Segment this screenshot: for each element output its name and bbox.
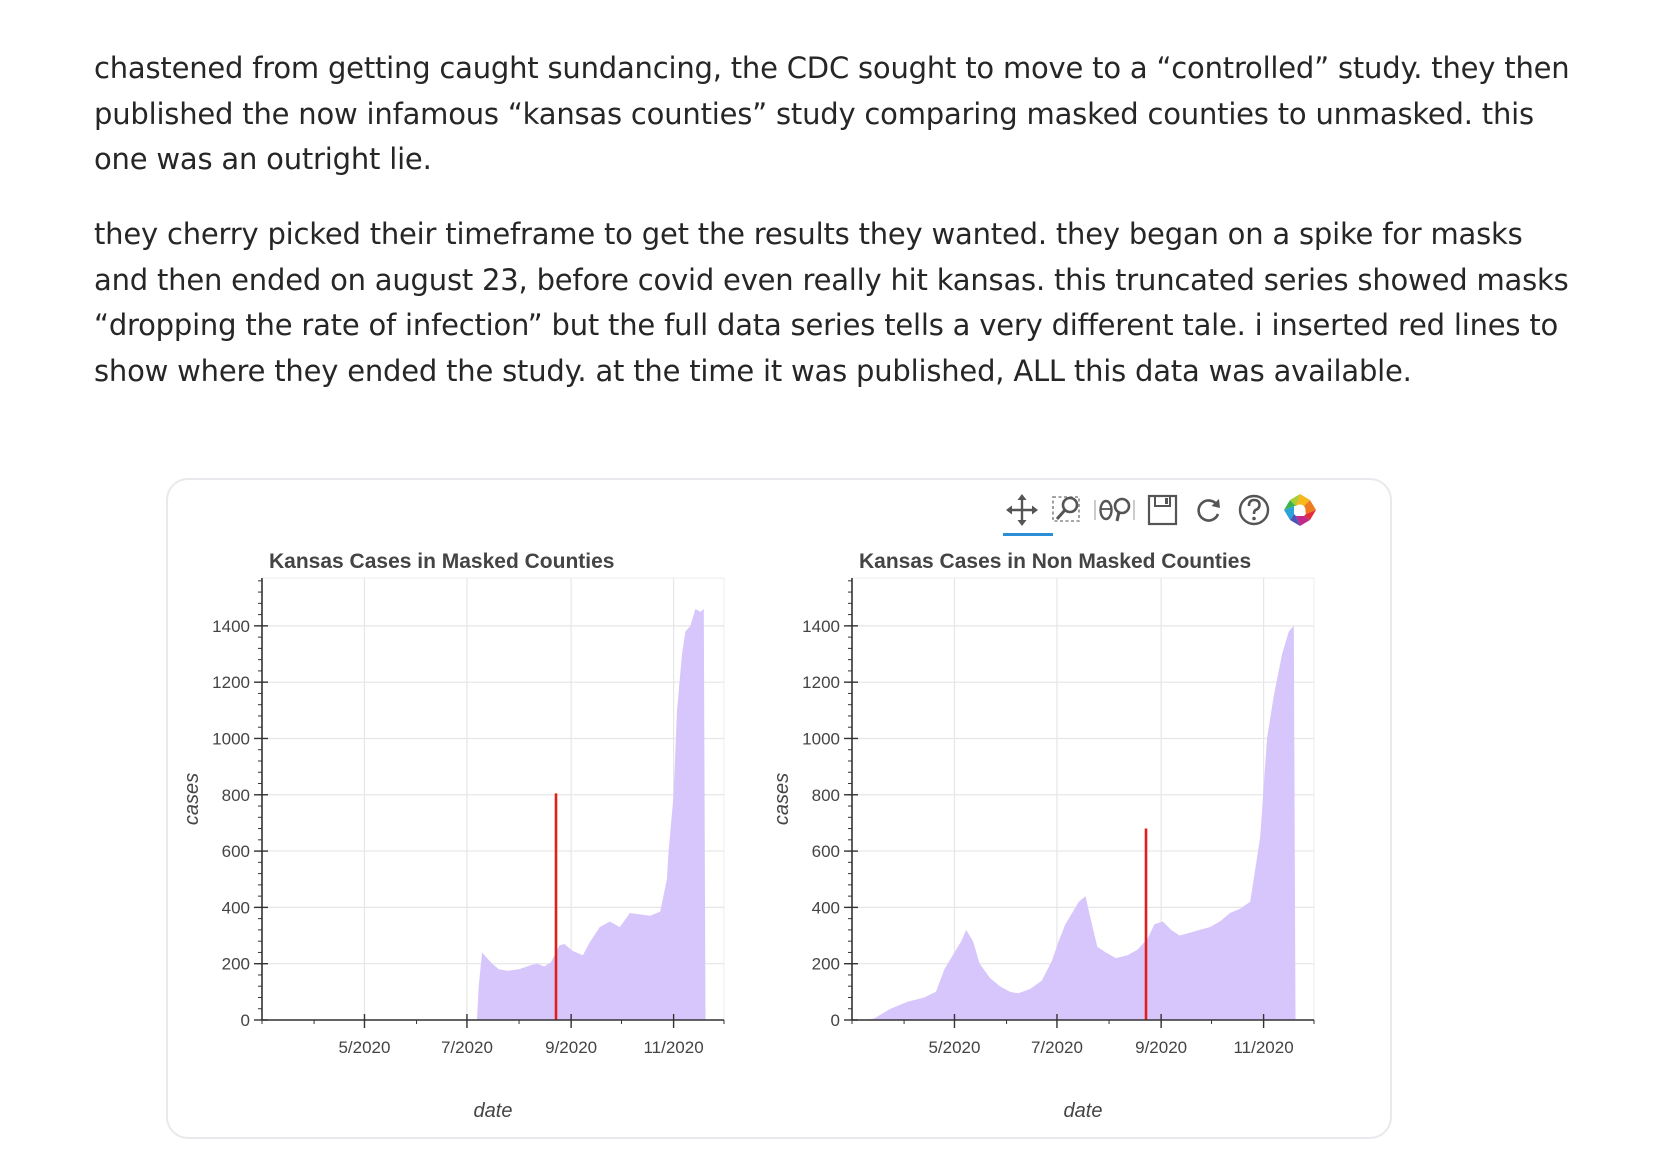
y-tick-label: 400 xyxy=(812,898,840,917)
y-tick-label: 1000 xyxy=(212,729,250,748)
save-icon[interactable] xyxy=(1140,488,1184,532)
body-paragraph: they cherry picked their timeframe to ge… xyxy=(94,217,1569,388)
x-tick-label: 11/2020 xyxy=(643,1038,703,1057)
reset-icon[interactable] xyxy=(1186,488,1230,532)
y-tick-label: 0 xyxy=(241,1011,250,1030)
x-tick-label: 9/2020 xyxy=(545,1038,597,1057)
x-tick-label: 11/2020 xyxy=(1233,1038,1293,1057)
chart-svg: 0 200 400 600 800 1000 1200 1400 5/2020 7/2020 9/2… xyxy=(771,550,1315,1122)
y-tick-label: 600 xyxy=(222,842,250,861)
y-tick-label: 1400 xyxy=(212,617,250,636)
y-tick-label: 800 xyxy=(812,786,840,805)
y-axis-label: cases xyxy=(771,773,793,825)
x-axis-label: date xyxy=(474,1100,513,1122)
x-tick-label: 7/2020 xyxy=(441,1038,493,1057)
y-tick-label: 400 xyxy=(222,898,250,917)
box-zoom-icon[interactable] xyxy=(1046,488,1090,532)
y-tick-label: 800 xyxy=(222,786,250,805)
body-paragraph: chastened from getting caught sundancing… xyxy=(94,51,1570,176)
y-tick-label: 1200 xyxy=(802,673,840,692)
pan-icon[interactable] xyxy=(1000,488,1044,532)
chart-masked-counties: 0 200 400 600 800 1000 1200 1400 5/2020 7/2020 9/2… xyxy=(176,0,766,1161)
y-tick-label: 600 xyxy=(812,842,840,861)
x-tick-label: 5/2020 xyxy=(338,1038,390,1057)
x-axis-label: date xyxy=(1064,1100,1103,1122)
chart-title: Kansas Cases in Non Masked Counties xyxy=(859,550,1251,573)
x-tick-label: 7/2020 xyxy=(1031,1038,1083,1057)
chart-non-masked-counties: 0 200 400 600 800 1000 1200 1400 5/2020 7/2020 9/2… xyxy=(766,0,1356,1161)
y-tick-label: 1200 xyxy=(212,673,250,692)
y-tick-label: 200 xyxy=(222,955,250,974)
bokeh-logo-icon[interactable] xyxy=(1278,488,1322,532)
x-tick-label: 5/2020 xyxy=(928,1038,980,1057)
y-axis-label: cases xyxy=(181,773,203,825)
x-tick-label: 9/2020 xyxy=(1135,1038,1187,1057)
chart-svg: 0 200 400 600 800 1000 1200 1400 5/2020 7/2020 9/2… xyxy=(181,550,725,1122)
series-area xyxy=(466,609,706,1020)
help-icon[interactable] xyxy=(1232,488,1276,532)
y-tick-label: 200 xyxy=(812,955,840,974)
y-tick-label: 1400 xyxy=(802,617,840,636)
active-tool-indicator xyxy=(1003,533,1053,536)
y-tick-label: 1000 xyxy=(802,729,840,748)
wheel-zoom-icon[interactable] xyxy=(1092,488,1136,532)
series-area xyxy=(863,625,1296,1020)
y-tick-label: 0 xyxy=(831,1011,840,1030)
chart-title: Kansas Cases in Masked Counties xyxy=(269,550,614,573)
